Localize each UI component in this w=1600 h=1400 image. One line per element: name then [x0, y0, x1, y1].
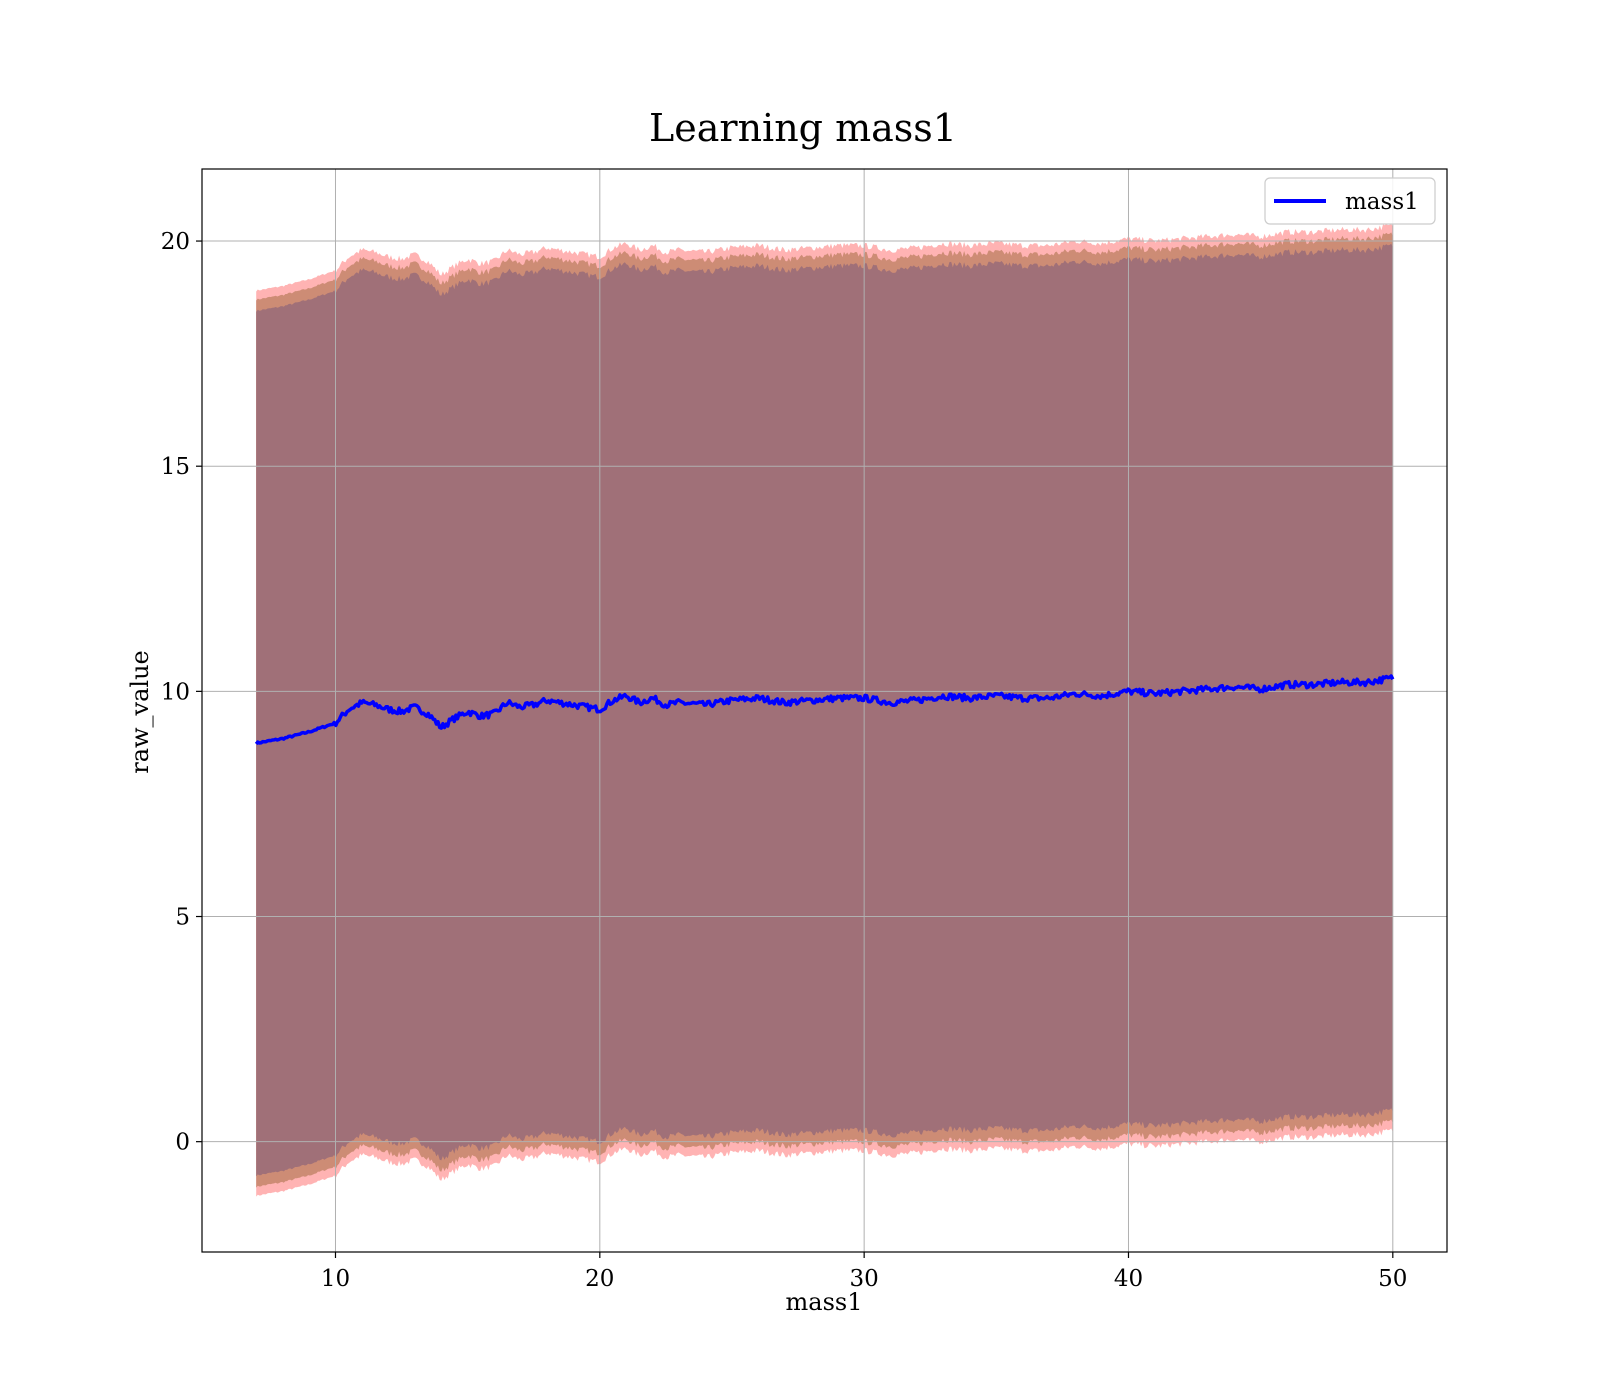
y-tick-label: 15 [161, 454, 190, 480]
legend-label: mass1 [1345, 189, 1419, 215]
grid-lines [202, 169, 1447, 1252]
x-axis-label: mass1 [786, 1288, 863, 1316]
x-axis-ticks: 10 20 30 40 50 [321, 1252, 1407, 1292]
band-inner [256, 243, 1393, 1177]
x-tick-label: 50 [1378, 1266, 1407, 1292]
legend: mass1 [1264, 177, 1436, 225]
confidence-bands [256, 223, 1393, 1197]
legend-box [1264, 177, 1436, 225]
x-tick-label: 20 [585, 1266, 614, 1292]
y-tick-label: 5 [175, 905, 190, 931]
y-axis-ticks: 0 5 10 15 20 [161, 229, 202, 1156]
x-tick-label: 40 [1114, 1266, 1143, 1292]
chart-title: Learning mass1 [649, 106, 957, 150]
y-axis-label: raw_value [126, 650, 154, 774]
x-tick-label: 10 [321, 1266, 350, 1292]
y-tick-label: 10 [161, 679, 190, 705]
y-tick-label: 20 [161, 229, 190, 255]
series-line-mass1 [254, 674, 1395, 746]
series-lines [254, 674, 1395, 746]
plot-frame [201, 168, 1448, 1253]
y-tick-label: 0 [175, 1130, 190, 1156]
x-tick-label: 30 [850, 1266, 879, 1292]
